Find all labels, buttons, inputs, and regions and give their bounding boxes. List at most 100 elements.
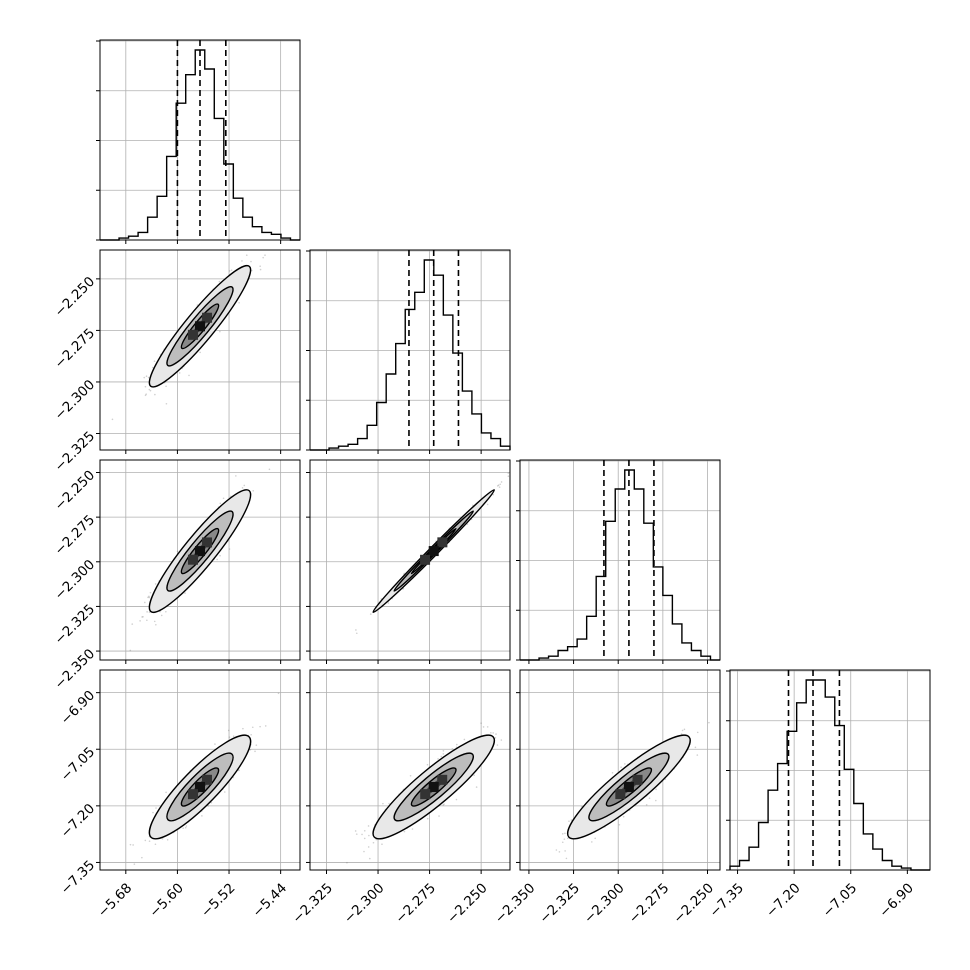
sample-point — [222, 497, 225, 500]
x-tick-label: −2.300 — [581, 880, 628, 927]
sample-point — [426, 763, 429, 766]
sample-point — [184, 592, 186, 594]
sample-point — [250, 733, 252, 736]
sample-point — [346, 861, 348, 864]
sample-point — [146, 619, 148, 622]
joint-panel-3-1 — [306, 669, 511, 874]
sample-point — [426, 817, 429, 820]
sample-point — [486, 726, 489, 728]
x-tick-label: −2.275 — [626, 880, 673, 927]
y-tick-label: −2.250 — [52, 274, 99, 321]
sample-point — [496, 485, 499, 487]
sample-point — [129, 843, 132, 846]
sample-point — [182, 827, 184, 829]
sample-point — [437, 758, 439, 760]
density-peak — [437, 774, 448, 785]
sample-point — [533, 873, 535, 875]
joint-content — [129, 468, 271, 652]
sample-point — [369, 613, 372, 615]
sample-point — [561, 841, 564, 844]
sample-point — [696, 754, 699, 756]
sample-point — [255, 744, 258, 746]
sample-point — [492, 732, 494, 734]
sample-point — [218, 280, 221, 283]
sample-point — [235, 475, 237, 477]
density-peak — [195, 546, 205, 557]
sample-point — [411, 828, 414, 830]
sample-point — [475, 786, 478, 788]
x-tick-label: −7.35 — [706, 880, 747, 921]
sample-point — [111, 418, 114, 421]
joint-content — [129, 692, 280, 865]
sample-point — [228, 548, 231, 550]
density-peak — [195, 781, 205, 792]
sample-point — [228, 270, 231, 272]
sample-point — [355, 629, 357, 631]
sample-point — [201, 815, 203, 817]
sample-point — [147, 596, 149, 599]
sample-point — [131, 623, 134, 625]
density-peak — [187, 554, 198, 565]
sample-point — [188, 374, 190, 377]
sample-point — [442, 753, 445, 755]
sample-point — [381, 843, 383, 846]
sample-point — [148, 596, 151, 599]
sample-point — [144, 394, 147, 397]
sample-point — [471, 504, 474, 507]
sample-point — [259, 268, 262, 271]
sample-point — [696, 731, 699, 734]
sample-point — [561, 833, 564, 835]
sample-point — [254, 750, 256, 753]
sample-point — [219, 330, 221, 333]
sample-point — [141, 616, 143, 618]
axes-frame — [729, 669, 931, 871]
x-tick-label: −2.250 — [444, 880, 491, 927]
sample-point — [165, 402, 168, 405]
sample-point — [355, 632, 358, 635]
sample-point — [149, 389, 152, 392]
sample-point — [145, 375, 148, 378]
sample-point — [564, 832, 566, 835]
sample-point — [242, 727, 244, 730]
sample-point — [367, 846, 370, 848]
sample-point — [232, 735, 235, 738]
density-peak — [437, 537, 448, 548]
hist-panel-1 — [306, 249, 511, 454]
sample-point — [165, 791, 167, 794]
sample-point — [496, 744, 499, 746]
sample-point — [139, 620, 141, 622]
sample-point — [558, 851, 561, 853]
sample-point — [354, 830, 357, 832]
sample-point — [153, 620, 156, 623]
sample-point — [368, 834, 370, 837]
density-peak — [428, 546, 439, 557]
sample-point — [264, 725, 267, 727]
sample-point — [565, 857, 568, 860]
sample-point — [594, 837, 596, 840]
sample-point — [149, 591, 152, 594]
sample-point — [148, 595, 150, 598]
sample-point — [176, 550, 179, 553]
sample-point — [245, 254, 248, 256]
sample-point — [210, 801, 213, 804]
x-tick-label: −2.250 — [670, 880, 717, 927]
sample-point — [262, 256, 264, 259]
sample-point — [230, 269, 233, 271]
sample-point — [165, 385, 167, 388]
sample-point — [228, 736, 231, 738]
sample-point — [507, 472, 510, 474]
sample-point — [160, 614, 163, 617]
sample-point — [486, 503, 489, 506]
joint-panel-2-0 — [96, 459, 301, 664]
sample-point — [591, 841, 593, 843]
sample-point — [227, 729, 230, 732]
density-peak — [188, 789, 199, 800]
sample-point — [645, 803, 648, 806]
sample-point — [184, 826, 187, 829]
sample-point — [455, 798, 458, 801]
y-tick-label: −2.275 — [52, 512, 99, 559]
sample-point — [241, 487, 244, 489]
axes-frame — [309, 669, 511, 871]
sample-point — [155, 623, 157, 626]
